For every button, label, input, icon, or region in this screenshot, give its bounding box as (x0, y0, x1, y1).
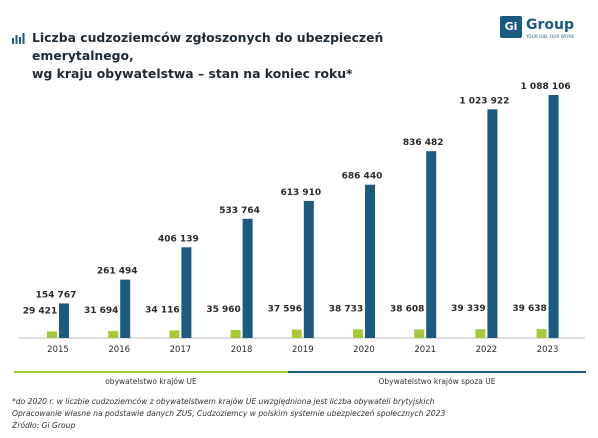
legend-line-non-ue (288, 371, 586, 373)
legend-label-non-ue: Obywatelstwo krajów spoza UE (378, 377, 496, 386)
bar-non-ue (303, 200, 314, 338)
gi-group-logo: Gi Group YOUR JOB, OUR WORK (500, 16, 580, 39)
bar-ue (47, 331, 57, 338)
data-label-ue: 37 596 (268, 305, 302, 315)
x-tick-label: 2020 (353, 345, 375, 355)
bar-ue (108, 330, 119, 338)
x-tick-label: 2023 (537, 345, 559, 355)
data-label-non-ue: 613 910 (280, 188, 321, 198)
bar-ue (536, 329, 547, 338)
bar-ue (475, 329, 486, 338)
bar-non-ue (181, 247, 192, 338)
x-tick-label: 2015 (47, 345, 69, 355)
data-label-ue: 38 733 (329, 304, 363, 314)
chart-title-line-2: wg kraju obywatelstwa – stan na koniec r… (32, 66, 353, 81)
bar-non-ue (365, 184, 375, 338)
x-tick-label: 2019 (292, 345, 314, 355)
data-label-non-ue: 836 482 (403, 138, 444, 148)
footnote-line-1: *do 2020 r. w liczbie cudzoziemców z oby… (12, 397, 435, 406)
data-label-ue: 39 638 (512, 304, 546, 314)
data-label-non-ue: 406 139 (158, 234, 199, 244)
bar-non-ue (426, 151, 437, 338)
bar-non-ue (120, 279, 131, 338)
bar-ue (353, 329, 363, 338)
legend-line-ue (14, 371, 288, 373)
logo-word: Group (526, 17, 575, 33)
data-label-ue: 29 421 (23, 306, 57, 316)
data-label-non-ue: 1 023 922 (459, 96, 509, 106)
x-tick-label: 2017 (170, 345, 192, 355)
bar-ue (291, 329, 302, 338)
chart-title-line-1: Liczba cudzoziemców zgłoszonych do ubezp… (32, 30, 384, 63)
bar-non-ue (548, 95, 559, 338)
data-label-ue: 35 960 (206, 305, 240, 315)
chart-title: Liczba cudzoziemców zgłoszonych do ubezp… (32, 29, 452, 83)
footnote-source: Źródło: Gi Group (12, 421, 76, 430)
bar-non-ue (59, 303, 69, 338)
bar-ue (414, 329, 425, 338)
data-label-ue: 39 339 (451, 304, 485, 314)
footnote-line-2: Opracowanie własne na podstawie danych Z… (12, 409, 446, 418)
x-tick-label: 2022 (476, 345, 498, 355)
data-label-non-ue: 261 494 (97, 267, 138, 277)
legend-label-ue: obywatelstwo krajów UE (105, 377, 197, 386)
bar-ue (230, 329, 241, 338)
bar-ue (169, 330, 180, 338)
logo-mark: Gi (500, 16, 522, 38)
footnotes: *do 2020 r. w liczbie cudzoziemców z oby… (12, 396, 592, 432)
data-label-non-ue: 154 767 (36, 290, 77, 300)
data-label-non-ue: 533 764 (219, 206, 260, 216)
x-tick-label: 2021 (414, 345, 436, 355)
data-label-ue: 38 608 (390, 304, 424, 314)
data-label-ue: 34 116 (145, 305, 179, 315)
bar-chart-icon (12, 33, 25, 44)
bar-non-ue (487, 109, 498, 338)
x-tick-label: 2016 (108, 345, 130, 355)
logo-tagline: YOUR JOB, OUR WORK (526, 34, 575, 39)
data-label-ue: 31 694 (84, 306, 118, 316)
x-tick-label: 2018 (231, 345, 253, 355)
bar-non-ue (242, 218, 253, 338)
data-label-non-ue: 1 088 106 (521, 82, 571, 92)
data-label-non-ue: 686 440 (342, 172, 383, 182)
